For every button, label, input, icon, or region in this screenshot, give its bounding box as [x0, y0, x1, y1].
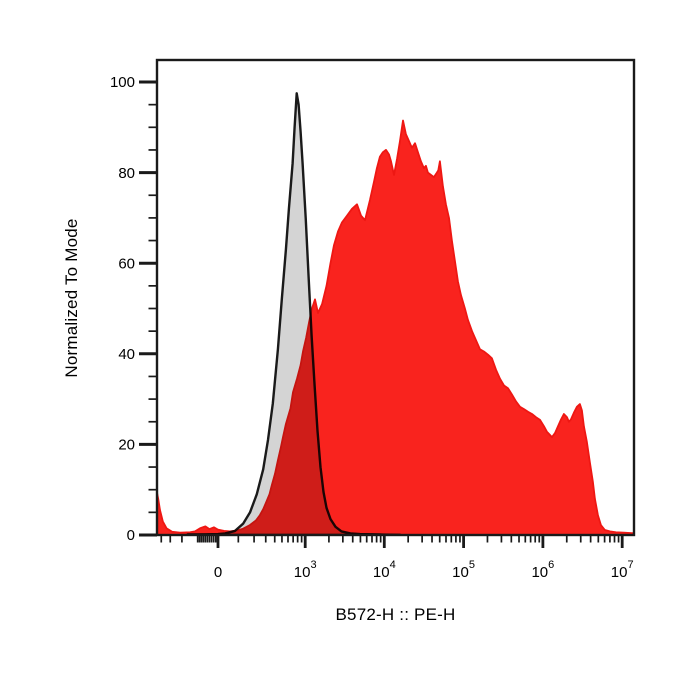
series-red-filled-histogram [157, 119, 634, 535]
y-tick-label: 80 [118, 165, 135, 182]
x-tick-label: 105 [452, 559, 475, 581]
y-tick-label: 20 [118, 437, 135, 454]
x-tick-label: 103 [294, 559, 317, 581]
x-tick-label: 0 [214, 564, 222, 581]
y-tick-label: 100 [110, 74, 135, 91]
y-tick-label: 0 [127, 527, 135, 544]
red-filled-histogram-area [157, 119, 634, 535]
x-tick-label: 104 [373, 559, 396, 581]
y-axis-ticks: 0 20 40 60 80 100 [110, 74, 157, 544]
plot-border [155, 58, 636, 537]
y-axis-title: Normalized To Mode [62, 218, 81, 378]
x-axis-ticks: 0 103 104 105 106 107 [160, 535, 634, 581]
y-tick-label: 40 [118, 346, 135, 363]
y-tick-label: 60 [118, 255, 135, 272]
x-axis-title: B572-H :: PE-H [335, 605, 456, 624]
x-tick-label: 107 [611, 559, 634, 581]
x-tick-label: 106 [531, 559, 554, 581]
